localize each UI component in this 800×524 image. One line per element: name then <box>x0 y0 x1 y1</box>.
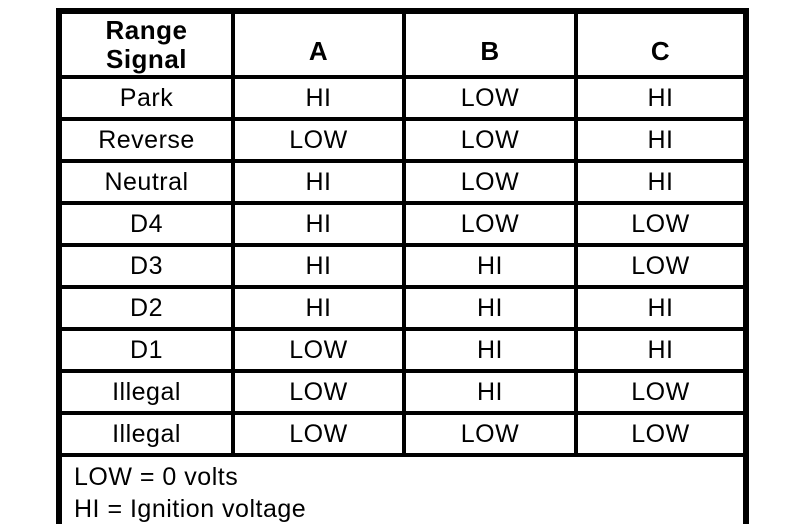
signal-a-cell: LOW <box>231 411 406 457</box>
range-cell: Illegal <box>57 369 235 415</box>
table-row-neutral: Neutral HI LOW HI <box>57 159 748 205</box>
signal-c-cell: LOW <box>574 243 748 289</box>
header-col-c: C <box>574 9 748 79</box>
signal-b-cell: LOW <box>402 411 578 457</box>
header-row: Range Signal A B C <box>57 9 748 79</box>
range-cell: Neutral <box>57 159 235 205</box>
range-cell: Reverse <box>57 117 235 163</box>
header-col-a: A <box>231 9 406 79</box>
signal-c-cell: LOW <box>574 411 748 457</box>
signal-c-cell: LOW <box>574 201 748 247</box>
range-signal-table: Range Signal A B C Park HI LOW HI Revers… <box>56 8 749 524</box>
table-row-d4: D4 HI LOW LOW <box>57 201 748 247</box>
signal-a-cell: LOW <box>231 369 406 415</box>
signal-c-cell: LOW <box>574 369 748 415</box>
signal-b-cell: HI <box>402 285 578 331</box>
range-cell: D4 <box>57 201 235 247</box>
legend-low-definition: LOW = 0 volts <box>74 462 239 491</box>
table-row-illegal-1: Illegal LOW HI LOW <box>57 369 748 415</box>
table-row-d1: D1 LOW HI HI <box>57 327 748 373</box>
range-cell: D2 <box>57 285 235 331</box>
header-col-b: B <box>402 9 578 79</box>
legend-cell: LOW = 0 volts HI = Ignition voltage <box>57 453 748 524</box>
signal-c-cell: HI <box>574 117 748 163</box>
signal-a-cell: HI <box>231 75 406 121</box>
table-row-reverse: Reverse LOW LOW HI <box>57 117 748 163</box>
signal-b-cell: LOW <box>402 201 578 247</box>
signal-b-cell: HI <box>402 243 578 289</box>
signal-a-cell: HI <box>231 243 406 289</box>
legend-block: LOW = 0 volts HI = Ignition voltage <box>62 461 743 524</box>
range-cell: D3 <box>57 243 235 289</box>
signal-a-cell: LOW <box>231 117 406 163</box>
signal-c-cell: HI <box>574 327 748 373</box>
signal-a-cell: HI <box>231 201 406 247</box>
signal-b-cell: HI <box>402 369 578 415</box>
range-cell: Park <box>57 75 235 121</box>
signal-a-cell: HI <box>231 285 406 331</box>
signal-c-cell: HI <box>574 159 748 205</box>
header-range-line2: Signal <box>105 43 187 74</box>
table-row-d2: D2 HI HI HI <box>57 285 748 331</box>
table-row-d3: D3 HI HI LOW <box>57 243 748 289</box>
signal-c-cell: HI <box>574 75 748 121</box>
range-cell: D1 <box>57 327 235 373</box>
table-row-park: Park HI LOW HI <box>57 75 748 121</box>
signal-b-cell: LOW <box>402 75 578 121</box>
legend-hi-definition: HI = Ignition voltage <box>74 494 307 523</box>
legend-row: LOW = 0 volts HI = Ignition voltage <box>57 453 748 524</box>
signal-b-cell: HI <box>402 327 578 373</box>
signal-b-cell: LOW <box>402 159 578 205</box>
header-range-line1: Range <box>105 14 188 45</box>
signal-b-cell: LOW <box>402 117 578 163</box>
signal-c-cell: HI <box>574 285 748 331</box>
header-range-signal: Range Signal <box>57 9 235 79</box>
range-cell: Illegal <box>57 411 235 457</box>
signal-a-cell: HI <box>231 159 406 205</box>
signal-a-cell: LOW <box>231 327 406 373</box>
table-row-illegal-2: Illegal LOW LOW LOW <box>57 411 748 457</box>
